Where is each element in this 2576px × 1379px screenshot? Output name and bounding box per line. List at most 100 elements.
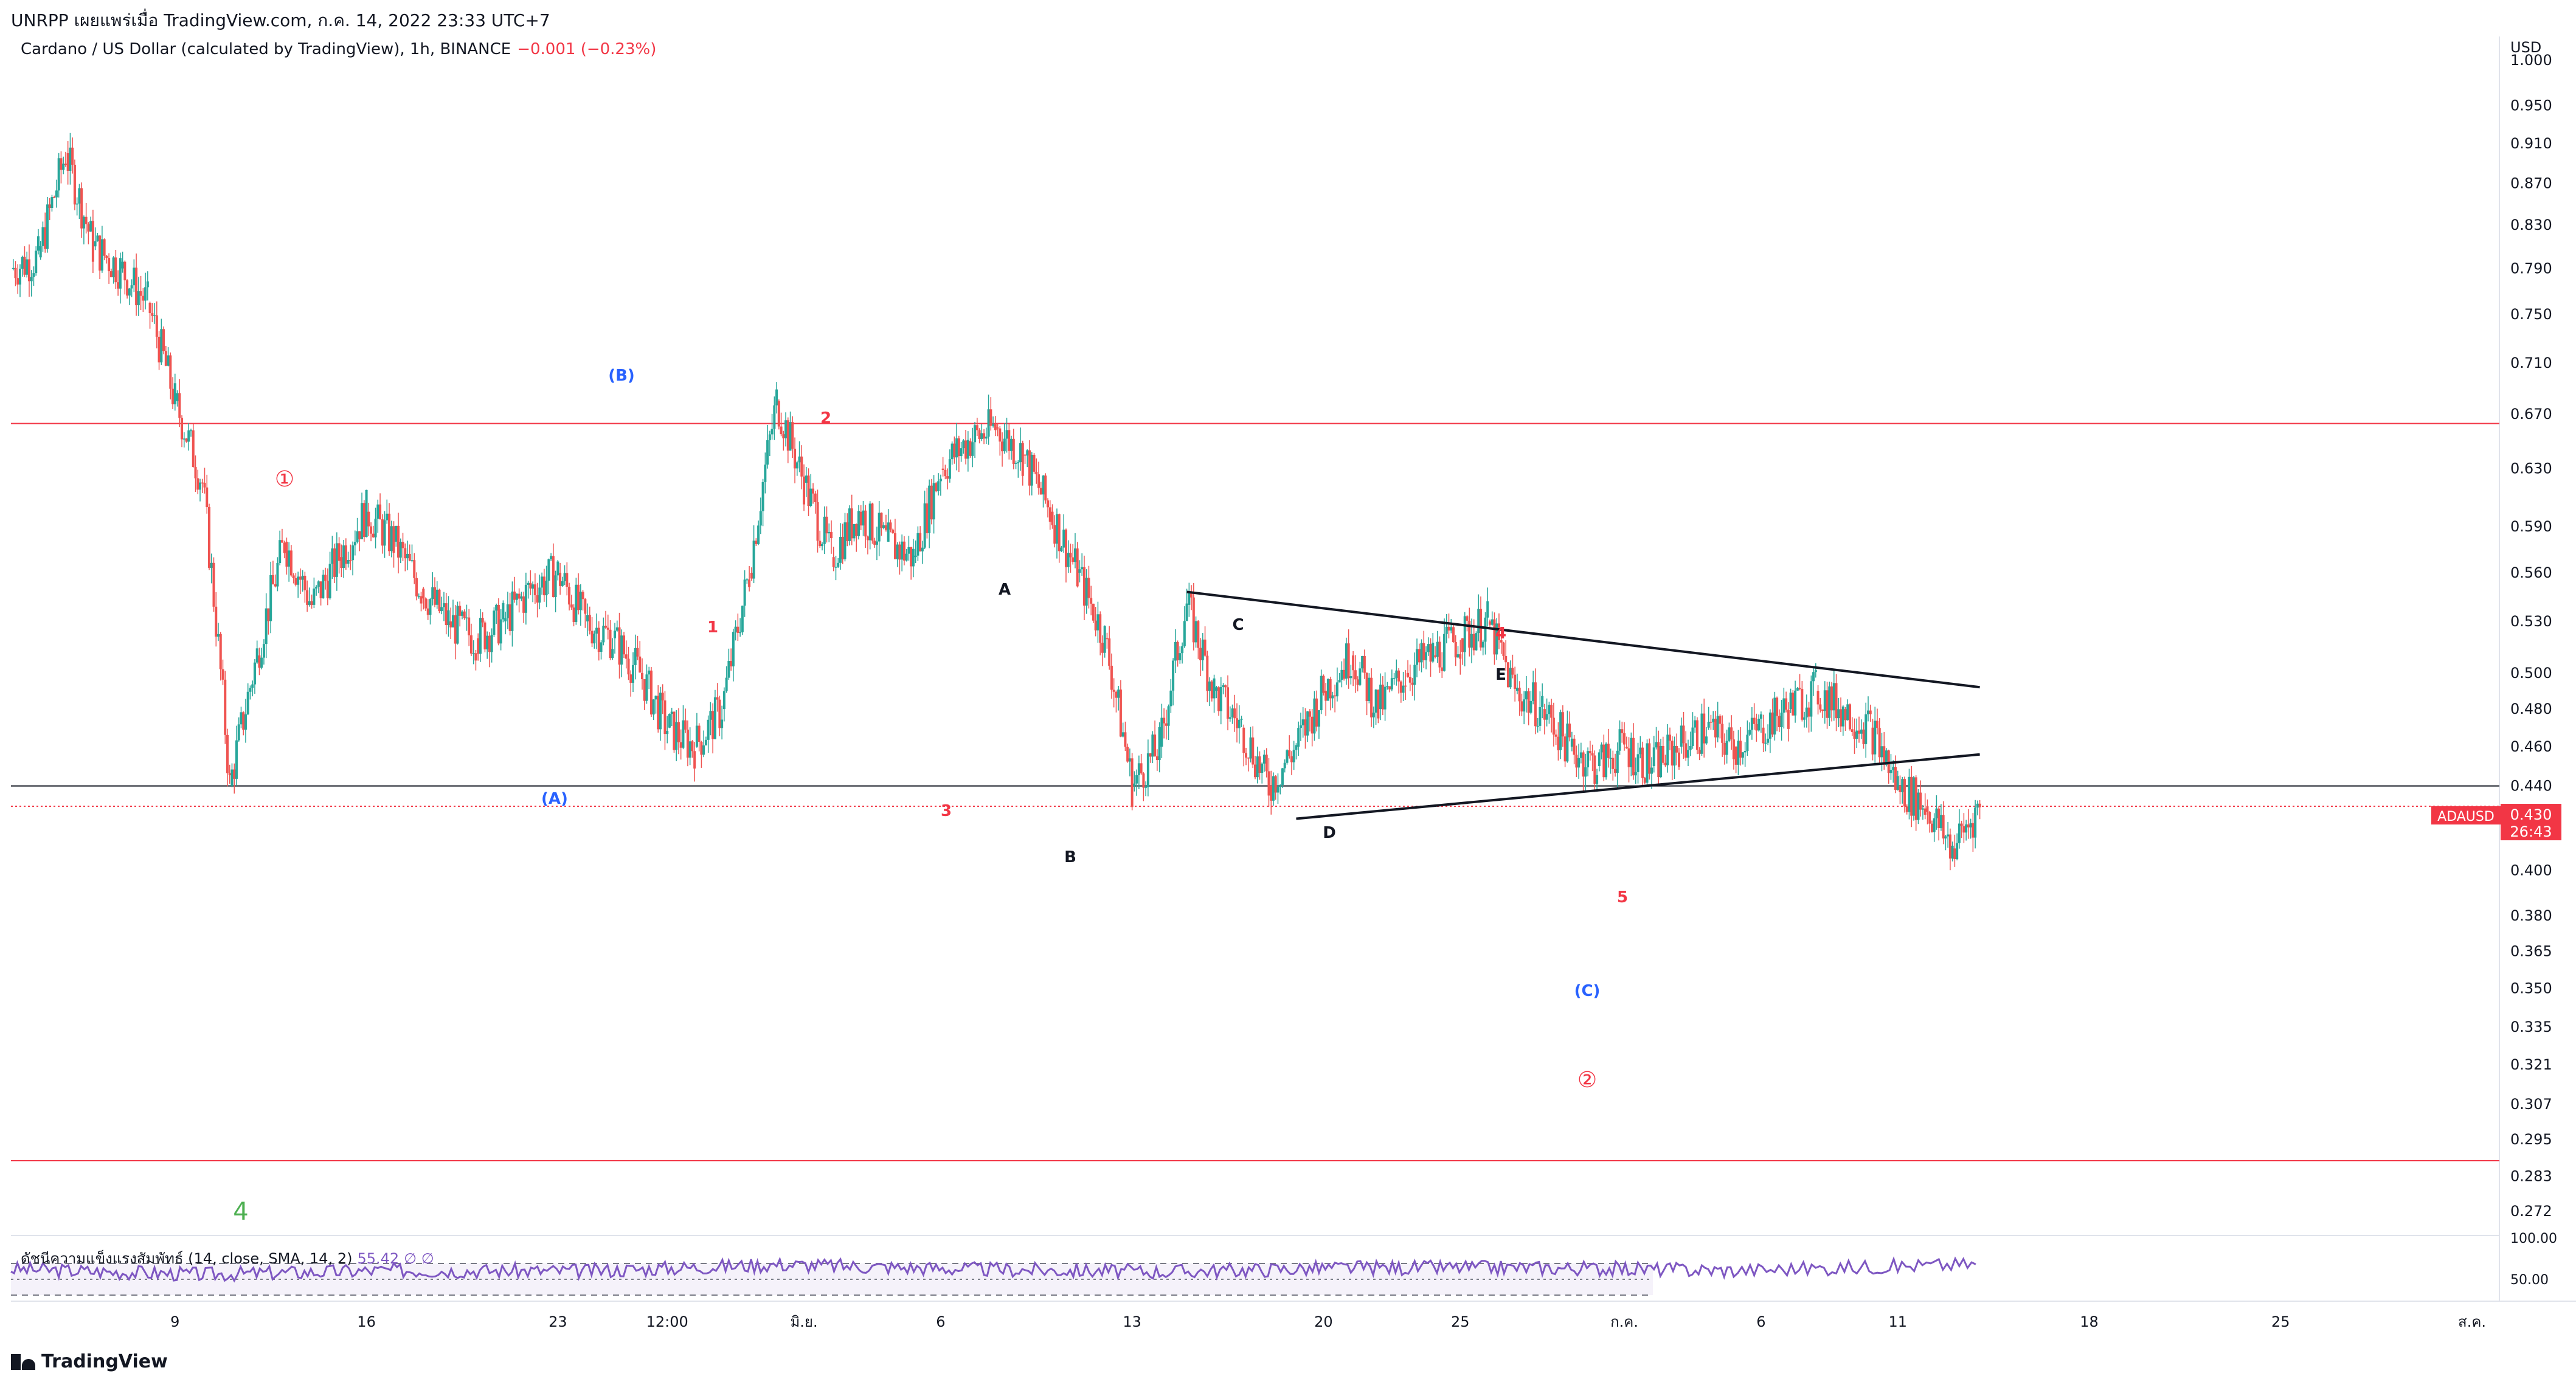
candle-body bbox=[386, 513, 389, 520]
candle-body bbox=[1304, 719, 1307, 736]
candle-body bbox=[1694, 720, 1697, 728]
candle-body bbox=[1090, 598, 1093, 604]
time-axis[interactable]: 9 16 23 12:00 มิ.ย. 6 13 20 25 ก.ค. 6 11 18 25 ส.ค. bbox=[170, 1313, 2486, 1330]
candle-body bbox=[1935, 808, 1938, 818]
candle-body bbox=[39, 246, 42, 258]
candle-body bbox=[713, 697, 716, 739]
time-tick-14: ส.ค. bbox=[2458, 1313, 2486, 1330]
candle-body bbox=[1764, 742, 1767, 744]
candle-body bbox=[1324, 691, 1328, 701]
candle-body bbox=[688, 741, 691, 758]
wave-label-circle1: ① bbox=[275, 467, 294, 492]
candle-body bbox=[169, 355, 172, 389]
candle-body bbox=[1416, 649, 1419, 665]
candle-body bbox=[269, 575, 272, 621]
candle-body bbox=[609, 629, 612, 658]
candle-body bbox=[1215, 687, 1218, 691]
candle-body bbox=[1759, 714, 1762, 719]
candle-body bbox=[1276, 787, 1279, 793]
candle-body bbox=[1830, 686, 1833, 711]
candle-body bbox=[167, 355, 170, 366]
candle-body bbox=[1335, 682, 1338, 697]
candle-body bbox=[1224, 685, 1227, 688]
candle-body bbox=[878, 513, 881, 542]
candle-body bbox=[518, 593, 521, 599]
candle-body bbox=[1835, 683, 1838, 719]
candle-body bbox=[850, 508, 853, 539]
symbol-legend[interactable]: Cardano / US Dollar (calculated by Tradi… bbox=[21, 40, 656, 58]
candle-body bbox=[857, 511, 860, 536]
candle-body bbox=[1680, 725, 1683, 747]
candle-body bbox=[1969, 823, 1972, 828]
candle-body bbox=[62, 164, 65, 170]
candle-body bbox=[1570, 738, 1573, 747]
candle-body bbox=[1124, 732, 1127, 747]
candle-body bbox=[1826, 690, 1829, 718]
candle-body bbox=[1082, 567, 1085, 606]
candle-body bbox=[370, 526, 373, 534]
candle-body bbox=[1523, 699, 1526, 712]
rsi-legend[interactable]: ดัชนีความแข็งแรงสัมพัทธ์ (14, close, SMA… bbox=[21, 1246, 434, 1270]
candle-body bbox=[1541, 696, 1544, 707]
candle-body bbox=[966, 440, 969, 459]
candle-body bbox=[1053, 525, 1056, 544]
candle-body bbox=[1939, 815, 1942, 828]
price-scale[interactable]: 1.000 0.950 0.910 0.870 0.830 0.790 0.750 0.710… bbox=[2510, 52, 2552, 1220]
candle-body bbox=[893, 533, 896, 559]
candle-body bbox=[294, 578, 297, 585]
wave-label-circle2: ② bbox=[1577, 1068, 1597, 1093]
candle-body bbox=[356, 531, 359, 542]
rsi-pane[interactable]: 100.00 50.00 bbox=[10, 1231, 2557, 1296]
brand-logo[interactable]: TradingView bbox=[11, 1351, 168, 1372]
candle-body bbox=[1643, 778, 1646, 783]
candle-body bbox=[634, 648, 637, 665]
candle-body bbox=[1441, 667, 1444, 671]
rsi-value: 55.42 bbox=[357, 1250, 400, 1267]
candle-body bbox=[112, 257, 115, 278]
candle-body bbox=[1322, 676, 1325, 693]
candle-body bbox=[1575, 755, 1578, 768]
candle-body bbox=[1306, 711, 1309, 736]
candle-body bbox=[1106, 638, 1109, 640]
candle-body bbox=[1352, 655, 1355, 671]
candle-body bbox=[661, 693, 664, 700]
candle-body bbox=[953, 443, 956, 458]
candle-body bbox=[1185, 603, 1188, 621]
candle-body bbox=[618, 627, 621, 665]
candle-body bbox=[242, 712, 245, 730]
candle-body bbox=[649, 670, 653, 715]
candle-body bbox=[1810, 681, 1813, 717]
candle-body bbox=[413, 560, 416, 578]
candle-body bbox=[734, 626, 737, 632]
candle-body bbox=[868, 503, 871, 541]
candle-body bbox=[702, 745, 705, 755]
last-price-tag[interactable]: ADAUSD 0.430 26:43 bbox=[2431, 804, 2561, 840]
candle-body bbox=[1527, 691, 1530, 713]
price-tick-24: 0.295 bbox=[2510, 1131, 2552, 1148]
candle-body bbox=[1060, 547, 1063, 551]
candle-body bbox=[1497, 623, 1500, 640]
candle-body bbox=[775, 389, 778, 406]
candle-body bbox=[208, 507, 211, 568]
candle-body bbox=[308, 601, 311, 605]
triangle-label-E: E bbox=[1495, 666, 1506, 684]
candle-body bbox=[35, 251, 38, 274]
candle-body bbox=[1242, 727, 1245, 753]
candle-body bbox=[604, 626, 608, 628]
candle-body bbox=[1365, 672, 1368, 702]
candle-body bbox=[1730, 727, 1733, 740]
candle-body bbox=[1101, 643, 1104, 653]
candle-body bbox=[435, 589, 438, 605]
candle-body bbox=[144, 287, 147, 301]
candle-body bbox=[1128, 758, 1131, 762]
candle-body bbox=[1773, 697, 1776, 735]
candle-body bbox=[463, 611, 466, 618]
candle-body bbox=[1707, 722, 1710, 728]
candle-body bbox=[1397, 670, 1401, 682]
candle-body bbox=[279, 540, 282, 564]
symbol-description: Cardano / US Dollar (calculated by Tradi… bbox=[21, 40, 511, 58]
wave-label-4: 4 bbox=[1495, 624, 1506, 643]
triangle-trendlines bbox=[1186, 590, 1980, 820]
candle-body bbox=[397, 525, 400, 558]
